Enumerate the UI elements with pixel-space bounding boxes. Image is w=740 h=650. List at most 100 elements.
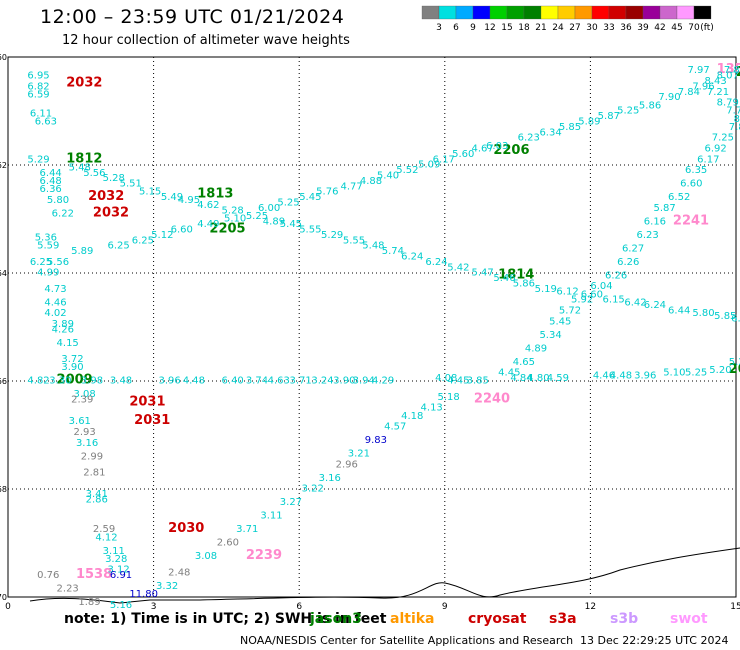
swh-value-label: 4.46 (44, 297, 66, 308)
swh-value-label: 4.82 (27, 376, 49, 387)
swh-value-label: 4.26 (52, 324, 74, 335)
legend-swot: swot (670, 611, 708, 627)
swh-value-label: 7.87 (724, 65, 740, 76)
swh-value-label: 7.96 (692, 81, 714, 92)
swh-value-label: 6.40 (222, 376, 244, 387)
colorbar-swatch (574, 5, 593, 20)
colorbar-label: 9 (470, 23, 476, 33)
time-label: 1352 (717, 62, 740, 77)
y-tick-label: -64 (0, 269, 7, 278)
swh-value-label: 4.95 (178, 195, 200, 206)
swh-value-label: 5.56 (47, 257, 69, 268)
swh-value-label: 5.45 (299, 192, 321, 203)
colorbar-label: 21 (535, 23, 546, 33)
swh-value-label: 6.48 (40, 176, 62, 187)
swh-value-label: 6.24 (425, 257, 447, 268)
swh-value-label: 5.86 (639, 100, 661, 111)
swh-value-label: 5.86 (513, 279, 535, 290)
swh-value-label: 5.29 (321, 230, 343, 241)
swh-value-label: 4.89 (525, 343, 547, 354)
swh-value-label: 3.90 (61, 362, 83, 373)
swh-value-label: 5.28 (729, 357, 740, 368)
colorbar-label: 39 (637, 23, 649, 33)
swh-value-label: 2.93 (74, 427, 96, 438)
swh-value-label: 5.55 (299, 225, 321, 236)
legend-jason3: jason3 (310, 611, 362, 627)
swh-value-label: 5.55 (343, 235, 365, 246)
swh-value-label: 6.25 (30, 257, 52, 268)
swh-value-label: 6.16 (644, 216, 666, 227)
time-label: 1813 (197, 186, 233, 201)
time-label: 1812 (66, 151, 102, 166)
swh-value-label: 5.85 (714, 311, 736, 322)
swh-value-label: 1.89 (78, 597, 100, 608)
swh-value-label: 4.12 (95, 532, 117, 543)
satellite-legend: jason3 (310, 611, 362, 627)
swh-value-label: 5.52 (396, 165, 418, 176)
swh-value-label: 6.42 (624, 297, 646, 308)
time-label: 1814 (498, 267, 534, 282)
swh-value-label: 3.89 (52, 319, 74, 330)
swh-value-label: 5.76 (316, 187, 338, 198)
y-tick-label: -62 (0, 161, 7, 170)
swh-value-label: 5.60 (452, 149, 474, 160)
swh-value-label: 3.08 (195, 551, 217, 562)
swh-value-label: 5.40 (377, 171, 399, 182)
swh-value-label: 3.71 (236, 524, 258, 535)
swh-value-label: 4.08 (435, 373, 457, 384)
swh-value-label: 5.87 (653, 203, 675, 214)
swh-value-label: 6.15 (603, 295, 625, 306)
swh-value-label: 5.45 (549, 316, 571, 327)
swh-value-label: 11.80 (129, 589, 158, 600)
x-tick-label: 3 (151, 602, 157, 612)
swh-value-label: 5.25 (277, 198, 299, 209)
swh-value-label: 6.17 (433, 154, 455, 165)
swh-value-label: 3.11 (103, 546, 125, 557)
swh-value-label: 3.72 (61, 354, 83, 365)
time-label: 2239 (246, 548, 282, 563)
swh-value-label: 4.80 (527, 373, 549, 384)
swh-value-label: 2.60 (217, 538, 239, 549)
swh-value-label: 6.95 (27, 71, 49, 82)
colorbar-label: 70 (688, 23, 700, 33)
legend-s3a: s3a (549, 611, 577, 627)
swh-value-label: 8.07 (717, 71, 739, 82)
swh-value-label: 4.62 (197, 200, 219, 211)
swh-value-label: 5.10 (224, 214, 246, 225)
swh-value-label: 5.51 (120, 179, 142, 190)
swh-value-label: 3.90 (333, 376, 355, 387)
colorbar-label: 30 (586, 23, 598, 33)
swh-value-label: 5.25 (246, 211, 268, 222)
swh-value-label: 6.27 (622, 243, 644, 254)
swh-value-label: 6.24 (401, 252, 423, 263)
swh-value-label: 9.83 (365, 435, 387, 446)
swh-value-label: 5.56 (83, 168, 105, 179)
colorbar-label: 33 (603, 23, 614, 33)
swh-value-label: 6.35 (685, 165, 707, 176)
swh-value-label: 5.47 (471, 268, 493, 279)
swh-value-label: 5.89 (578, 117, 600, 128)
swh-value-label: 3.27 (280, 497, 302, 508)
colorbar-swatch (676, 5, 695, 20)
swh-value-label: 3.96 (158, 376, 180, 387)
swh-value-label: 6.52 (668, 192, 690, 203)
satellite-legend-swot: swot (670, 611, 708, 627)
satellite-legend-cryosat: cryosat (468, 611, 526, 627)
swh-value-label: 6.60 (171, 225, 193, 236)
time-labels: 2032181220322032181322052206224118142009… (57, 62, 740, 582)
swh-value-label: 5.20 (709, 365, 731, 376)
legend-s3b: s3b (610, 611, 639, 627)
swh-value-label: 4.15 (57, 338, 79, 349)
swh-value-label: 5.36 (35, 233, 57, 244)
colorbar-label: 6 (453, 23, 459, 33)
swh-value-label: 3.16 (319, 473, 341, 484)
colorbar-label: 3 (436, 23, 442, 33)
swh-value-label: 3.94 (353, 376, 375, 387)
swh-value-label: 6.82 (27, 81, 49, 92)
swh-value-label: 5.59 (37, 241, 59, 252)
x-tick-label: 15 (730, 602, 740, 612)
swh-value-label: 5.19 (535, 284, 557, 295)
swh-value-label: 4.48 (610, 370, 632, 381)
swh-value-label: 5.45 (280, 219, 302, 230)
y-tick-label: -70 (0, 593, 7, 602)
